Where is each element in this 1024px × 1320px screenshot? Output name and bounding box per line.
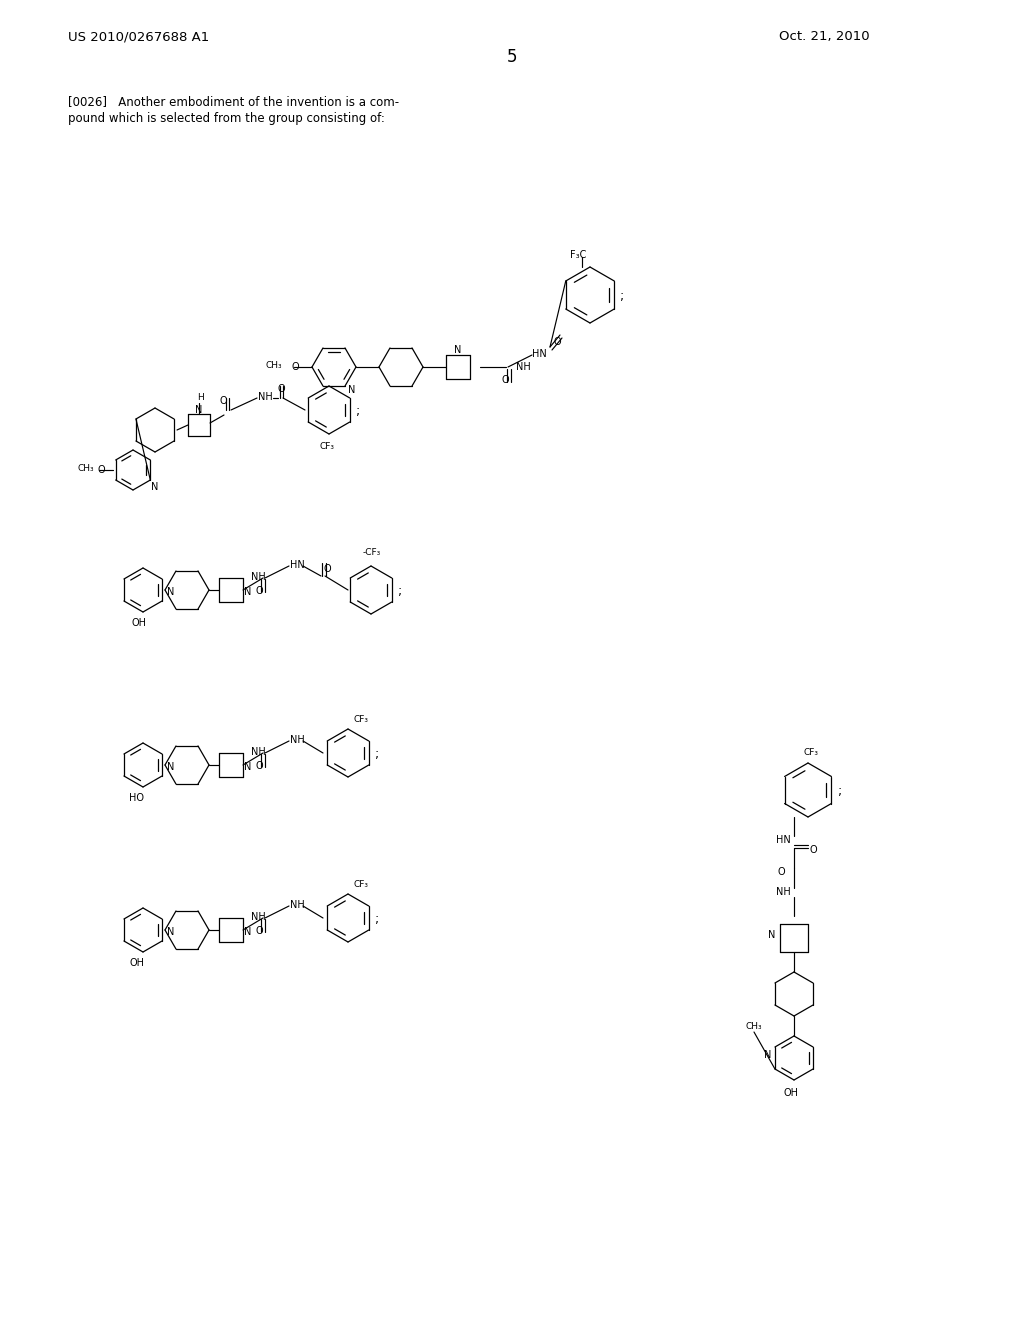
Text: OH: OH xyxy=(784,1088,799,1098)
Text: ;: ; xyxy=(398,585,402,598)
Text: CF₃: CF₃ xyxy=(353,715,368,723)
Text: ;: ; xyxy=(620,290,625,304)
Text: N: N xyxy=(151,482,159,492)
Text: Oct. 21, 2010: Oct. 21, 2010 xyxy=(779,30,870,44)
Text: O: O xyxy=(255,927,262,936)
Text: O: O xyxy=(502,375,510,385)
Text: N: N xyxy=(244,587,251,597)
Text: NH: NH xyxy=(251,912,266,921)
Text: O: O xyxy=(278,384,286,393)
Text: ;: ; xyxy=(838,785,843,799)
Text: -CF₃: -CF₃ xyxy=(362,548,381,557)
Text: N: N xyxy=(167,762,174,772)
Text: N: N xyxy=(768,931,775,940)
Text: HN: HN xyxy=(776,836,791,845)
Text: O: O xyxy=(255,762,262,771)
Text: NH: NH xyxy=(251,572,266,582)
Text: N: N xyxy=(348,385,355,395)
Text: 5: 5 xyxy=(507,48,517,66)
Text: O: O xyxy=(323,564,331,574)
Text: NH: NH xyxy=(776,887,791,898)
Text: NH: NH xyxy=(290,735,305,744)
Text: ;: ; xyxy=(375,913,379,927)
Text: O: O xyxy=(97,465,104,475)
Text: O: O xyxy=(219,396,226,407)
Text: CH₃: CH₃ xyxy=(77,465,93,473)
Text: ;: ; xyxy=(375,748,379,762)
Text: NH: NH xyxy=(516,362,530,372)
Text: O: O xyxy=(292,362,300,372)
Text: CF₃: CF₃ xyxy=(804,748,819,756)
Text: OH: OH xyxy=(129,958,144,968)
Text: O: O xyxy=(554,337,561,347)
Text: HN: HN xyxy=(290,560,305,570)
Text: F₃C: F₃C xyxy=(570,249,587,260)
Text: HN: HN xyxy=(532,348,547,359)
Text: CH₃: CH₃ xyxy=(746,1022,763,1031)
Text: O: O xyxy=(255,586,262,597)
Text: H: H xyxy=(197,393,204,403)
Text: N: N xyxy=(167,927,174,937)
Text: US 2010/0267688 A1: US 2010/0267688 A1 xyxy=(68,30,209,44)
Text: NH: NH xyxy=(290,900,305,909)
Text: N: N xyxy=(167,587,174,597)
Text: O: O xyxy=(810,845,817,855)
Text: pound which is selected from the group consisting of:: pound which is selected from the group c… xyxy=(68,112,385,125)
Text: NH: NH xyxy=(251,747,266,756)
Text: CF₃: CF₃ xyxy=(319,442,334,451)
Text: N: N xyxy=(195,405,203,414)
Text: OH: OH xyxy=(131,618,146,628)
Text: HO: HO xyxy=(129,793,144,803)
Text: [0026]   Another embodiment of the invention is a com-: [0026] Another embodiment of the inventi… xyxy=(68,95,399,108)
Text: O: O xyxy=(778,867,785,876)
Text: N: N xyxy=(454,345,462,355)
Text: ;: ; xyxy=(356,405,360,418)
Text: CH₃: CH₃ xyxy=(266,360,283,370)
Text: NH: NH xyxy=(258,392,272,403)
Text: N: N xyxy=(244,762,251,772)
Text: CF₃: CF₃ xyxy=(353,880,368,888)
Text: N: N xyxy=(244,927,251,937)
Text: N: N xyxy=(764,1049,771,1060)
